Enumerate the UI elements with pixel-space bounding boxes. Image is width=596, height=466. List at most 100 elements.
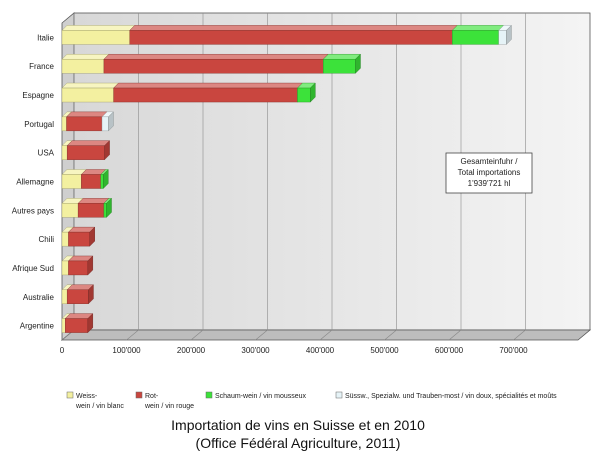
x-tick-label: 300'000 — [241, 346, 270, 355]
bar-end-cap — [108, 111, 114, 132]
legend-swatch — [335, 391, 343, 399]
bar-end-cap — [87, 313, 93, 334]
category-label: Afrique Sud — [12, 264, 54, 273]
bar-segment — [61, 260, 69, 276]
bar-end-cap — [310, 82, 316, 103]
legend-item: Rot-wein / vin rouge — [135, 391, 194, 410]
bar-end-cap — [103, 169, 109, 189]
category-label: Espagne — [22, 91, 54, 100]
bar-segment — [81, 174, 101, 189]
x-tick-label: 500'000 — [370, 346, 399, 355]
bar-group — [61, 140, 111, 161]
bar-end-cap — [506, 24, 512, 45]
bar-segment — [66, 145, 105, 160]
category-label: Italie — [37, 33, 54, 42]
category-label: Chili — [38, 235, 54, 244]
annotation-line-2: Total importations — [458, 168, 521, 177]
x-tick-label: 0 — [60, 346, 65, 355]
bar-end-cap — [88, 284, 94, 305]
bar-segment-top — [66, 111, 108, 118]
chart-source: (Office Fédéral Agriculture, 2011) — [195, 435, 401, 451]
bar-segment-top — [451, 25, 505, 31]
bar-segment-top — [61, 82, 120, 89]
bar-group — [61, 284, 94, 305]
legend-item: Schaum-wein / vin mousseux — [205, 391, 307, 400]
bar-segment — [103, 59, 324, 74]
bar-segment — [113, 87, 298, 103]
legend-item: Weiss-wein / vin blanc — [66, 391, 124, 410]
bar-segment — [323, 59, 356, 74]
bar-group — [61, 24, 512, 45]
chart-title: Importation de vins en Suisse et en 2010 — [171, 417, 425, 433]
x-tick-label: 600'000 — [435, 346, 464, 355]
bar-segment — [61, 203, 79, 218]
bar-segment — [66, 289, 89, 304]
bar-segment — [61, 30, 130, 45]
bar-group — [61, 197, 112, 218]
gridline-floor — [126, 329, 139, 341]
bar-segment — [61, 289, 68, 304]
gridline-floor — [384, 329, 397, 341]
x-tick-label: 400'000 — [306, 346, 335, 355]
bar-segment — [68, 260, 88, 276]
bar-segment — [129, 30, 453, 45]
bar-segment — [61, 116, 67, 132]
gridline-floor — [255, 329, 268, 341]
bar-segment — [61, 87, 114, 103]
bar-segment — [61, 231, 69, 247]
bar-segment — [68, 231, 90, 247]
bar-end-cap — [87, 255, 93, 276]
legend-label: Süssw., Spezialw. und Trauben-most / vin… — [345, 393, 557, 400]
bar-segment — [66, 116, 103, 132]
legend-label: Schaum-wein / vin mousseux — [215, 393, 307, 400]
bars — [61, 24, 512, 334]
bar-segment — [498, 30, 507, 45]
bar-segment-top — [61, 54, 110, 60]
category-label: USA — [38, 149, 55, 158]
bar-segment-top — [66, 140, 111, 146]
bar-segment-top — [103, 54, 329, 60]
bar-group — [61, 53, 361, 74]
bar-end-cap — [104, 140, 110, 161]
bar-segment — [65, 318, 88, 333]
bar-segment-top — [322, 54, 361, 60]
bar-segment — [61, 145, 68, 160]
bar-end-cap — [106, 197, 112, 218]
legend-label: Rot- — [145, 393, 159, 400]
bar-segment-top — [61, 25, 136, 31]
gridline-floor — [319, 329, 333, 341]
bar-segment — [100, 174, 104, 189]
bar-end-cap — [89, 226, 95, 247]
bar-group — [61, 313, 94, 334]
bar-group — [61, 111, 114, 132]
legend-item: Süssw., Spezialw. und Trauben-most / vin… — [335, 391, 557, 400]
bar-segment — [77, 203, 105, 218]
bar-segment — [61, 174, 82, 189]
legend: Weiss-wein / vin blanc Rot-wein / vin rou… — [66, 391, 557, 410]
category-labels: Italie France Espagne Portugal USA Allemagne A… — [12, 33, 55, 330]
bar-group — [61, 255, 94, 276]
bar-segment — [61, 59, 105, 74]
total-annotation: Gesamteinfuhr / Total importations 1'939… — [445, 152, 533, 194]
bar-segment — [452, 30, 499, 45]
legend-label: wein / vin blanc — [75, 403, 124, 410]
legend-label: wein / vin rouge — [144, 403, 194, 410]
bar-segment-top — [113, 82, 303, 89]
category-label: Argentine — [20, 322, 55, 331]
legend-swatch — [205, 391, 213, 399]
x-tick-labels: 0 100'000 200'000 300'000 400'000 500'000 600'… — [60, 346, 528, 355]
chart: Italie France Espagne Portugal USA Allemagne A… — [12, 12, 592, 410]
legend-swatch — [135, 391, 143, 399]
bar-group — [61, 82, 316, 103]
category-label: Portugal — [24, 120, 54, 129]
bar-segment-top — [77, 198, 110, 204]
gridline-floor — [190, 329, 204, 341]
annotation-line-3: 1'939'721 hl — [468, 179, 511, 188]
bar-group — [61, 169, 109, 189]
bar-end-cap — [355, 53, 361, 74]
bar-group — [61, 226, 96, 247]
category-label: France — [29, 62, 54, 71]
x-tick-label: 700'000 — [499, 346, 528, 355]
gridline-floor — [513, 329, 526, 341]
bar-segment — [61, 318, 66, 333]
